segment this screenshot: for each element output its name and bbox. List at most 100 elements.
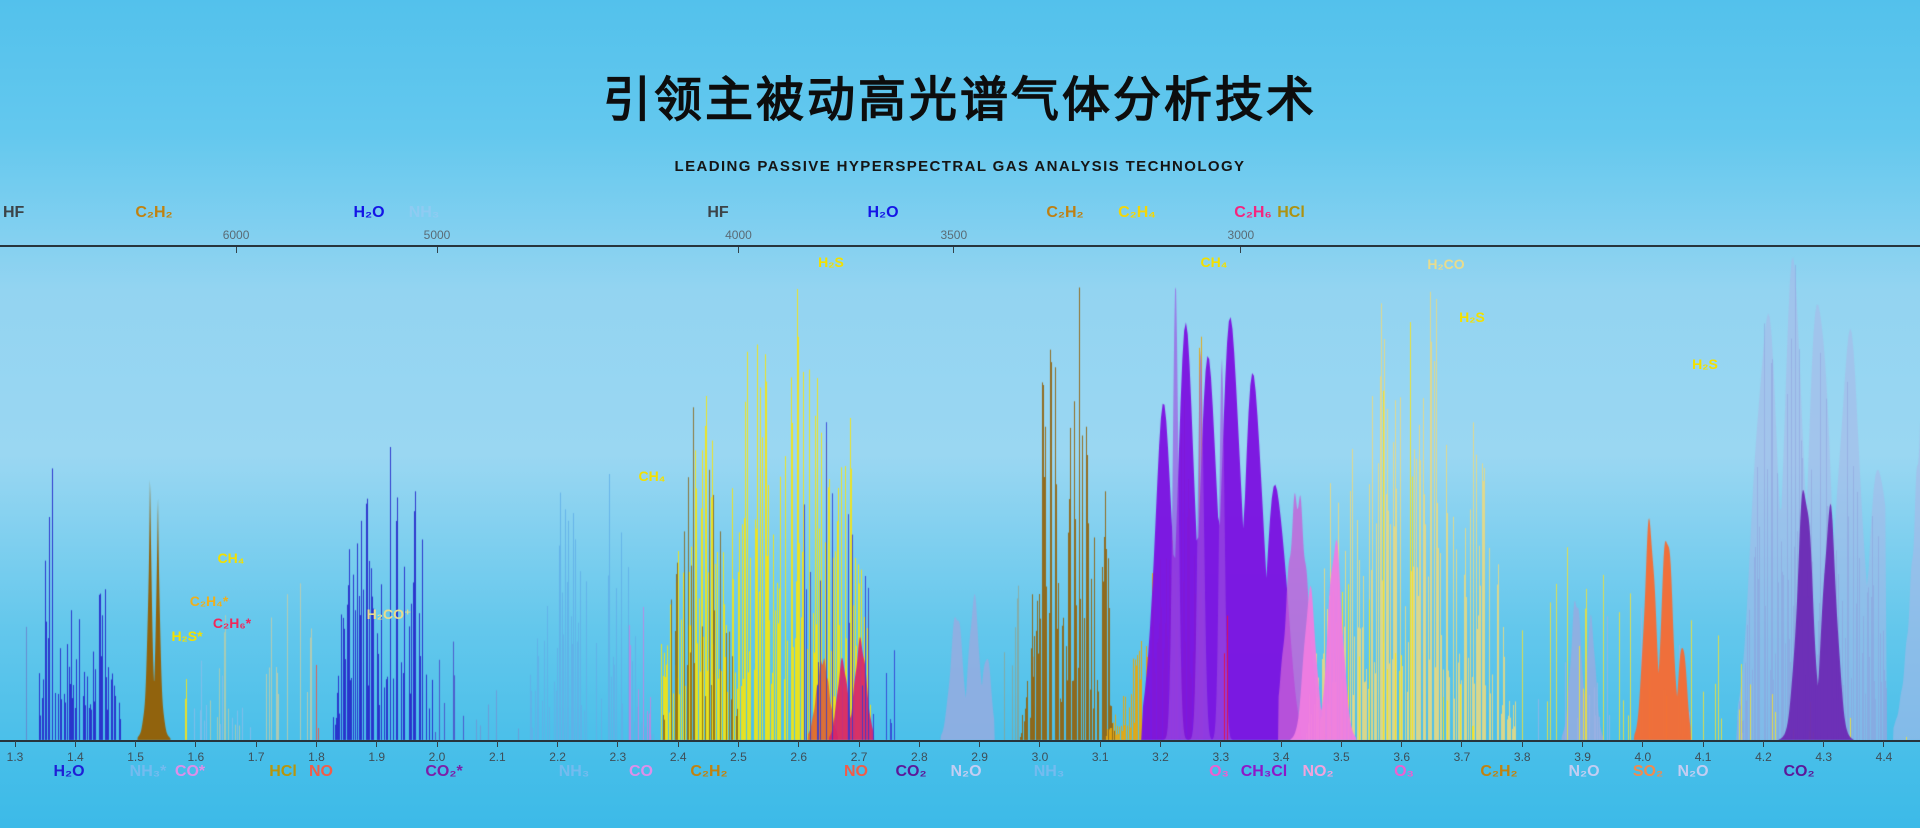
wavelength-tick-label: 1.7 bbox=[247, 750, 265, 764]
wavelength-tick-label: 2.6 bbox=[790, 750, 808, 764]
top-gas-label: H₂O bbox=[353, 204, 385, 221]
wavelength-tick-label: 2.2 bbox=[549, 750, 566, 764]
wavelength-tick bbox=[496, 741, 498, 747]
wavenumber-tick bbox=[436, 247, 438, 253]
bottom-gas-label: N₂O bbox=[1677, 763, 1709, 780]
wavelength-tick-label: 2.9 bbox=[971, 750, 988, 764]
wavelength-tick-label: 4.4 bbox=[1875, 750, 1893, 764]
bottom-gas-label: HCl bbox=[269, 763, 297, 780]
wavelength-tick bbox=[1642, 741, 1644, 747]
wavelength-tick bbox=[1582, 741, 1584, 747]
bottom-gas-label: NH₃ bbox=[558, 763, 590, 780]
page-subtitle: LEADING PASSIVE HYPERSPECTRAL GAS ANALYS… bbox=[674, 158, 1246, 175]
wavelength-tick bbox=[1401, 741, 1403, 747]
wavenumber-tick bbox=[235, 247, 237, 253]
wavelength-tick bbox=[737, 741, 739, 747]
wavelength-tick-label: 1.6 bbox=[187, 750, 205, 764]
wavelength-tick-label: 3.5 bbox=[1333, 750, 1350, 764]
chart-gas-annotation: H₂CO bbox=[1427, 256, 1465, 272]
top-gas-label: HF bbox=[3, 204, 25, 221]
wavelength-tick bbox=[315, 741, 317, 747]
bottom-gas-label: CH₃Cl bbox=[1240, 763, 1288, 780]
wavelength-tick bbox=[1521, 741, 1523, 747]
wavelength-tick-label: 3.8 bbox=[1513, 750, 1531, 764]
wavenumber-tick-label: 4000 bbox=[725, 228, 752, 242]
bottom-gas-label: N₂O bbox=[1568, 763, 1600, 780]
wavelength-tick bbox=[557, 741, 559, 747]
wavelength-tick bbox=[1280, 741, 1282, 747]
chart-gas-annotation: H₂S bbox=[1692, 356, 1718, 372]
wavelength-tick-label: 1.3 bbox=[6, 750, 24, 764]
top-gas-label: NH₃ bbox=[408, 204, 440, 221]
wavelength-tick bbox=[255, 741, 257, 747]
wavelength-tick bbox=[135, 741, 137, 747]
chart-gas-annotation: CH₄ bbox=[217, 550, 245, 566]
wavelength-tick bbox=[74, 741, 76, 747]
wavelength-tick-label: 4.2 bbox=[1755, 750, 1772, 764]
wavenumber-tick bbox=[1240, 247, 1242, 253]
wavelength-tick bbox=[1823, 741, 1825, 747]
wavelength-tick bbox=[1762, 741, 1764, 747]
top-gas-label: HCl bbox=[1277, 204, 1305, 221]
wavelength-tick-label: 3.2 bbox=[1152, 750, 1169, 764]
bottom-gas-label: O₃ bbox=[1394, 763, 1414, 780]
chart-gas-annotation: H₂S* bbox=[171, 628, 203, 644]
wavelength-tick bbox=[1160, 741, 1161, 747]
bottom-axis-line bbox=[0, 740, 1920, 742]
wavelength-tick-label: 2.7 bbox=[850, 750, 868, 764]
bottom-gas-label: H₂O bbox=[53, 763, 85, 780]
wavelength-tick-label: 4.3 bbox=[1815, 750, 1833, 764]
wavelength-tick-label: 4.0 bbox=[1634, 750, 1652, 764]
wavelength-tick bbox=[376, 741, 378, 747]
top-gas-label: C₂H₆ bbox=[1234, 204, 1272, 221]
bottom-gas-label: NO bbox=[309, 763, 333, 780]
bottom-gas-label: CO* bbox=[174, 763, 206, 780]
wavelength-tick-label: 2.4 bbox=[669, 750, 687, 764]
top-gas-label: H₂O bbox=[867, 204, 899, 221]
wavelength-tick bbox=[1702, 741, 1704, 747]
wavelength-tick-label: 1.5 bbox=[127, 750, 144, 764]
wavelength-tick-label: 3.0 bbox=[1031, 750, 1049, 764]
wavelength-tick-label: 2.3 bbox=[609, 750, 627, 764]
bottom-gas-label: C₂H₂ bbox=[690, 763, 728, 780]
bottom-gas-label: NO bbox=[844, 763, 868, 780]
page-title: 引领主被动高光谱气体分析技术 bbox=[602, 74, 1317, 127]
wavelength-tick bbox=[14, 741, 16, 747]
bottom-gas-label: CO₂ bbox=[1783, 763, 1815, 780]
wavelength-tick-label: 1.4 bbox=[66, 750, 84, 764]
bottom-gas-label: C₂H₂ bbox=[1480, 763, 1518, 780]
wavelength-tick bbox=[436, 741, 438, 747]
wavelength-tick-label: 4.1 bbox=[1694, 750, 1712, 764]
chart-gas-annotation: H₂CO⁺ bbox=[366, 606, 412, 622]
chart-gas-annotation: C₂H₆* bbox=[212, 615, 252, 631]
wavelength-tick bbox=[677, 741, 679, 747]
wavelength-tick-label: 2.5 bbox=[730, 750, 747, 764]
wavenumber-tick bbox=[737, 247, 739, 253]
wavelength-tick bbox=[1099, 741, 1101, 747]
wavenumber-tick-label: 5000 bbox=[423, 228, 451, 242]
wavelength-tick bbox=[858, 741, 860, 747]
bottom-gas-label: O₃ bbox=[1209, 763, 1229, 780]
chart-gas-annotation: H₂S bbox=[1459, 309, 1485, 325]
bottom-gas-label: NH₃* bbox=[129, 763, 167, 780]
wavelength-tick-label: 3.4 bbox=[1272, 750, 1290, 764]
wavelength-tick bbox=[1340, 741, 1342, 747]
bottom-gas-label: CO₂ bbox=[895, 763, 927, 780]
bottom-gas-label: CO bbox=[629, 763, 653, 780]
top-gas-label: C₂H₂ bbox=[1046, 204, 1084, 221]
wavenumber-tick-label: 3500 bbox=[940, 228, 968, 242]
wavenumber-tick-label: 6000 bbox=[222, 228, 250, 242]
wavenumber-tick-label: 3000 bbox=[1227, 228, 1255, 242]
wavelength-tick bbox=[195, 741, 197, 747]
wavelength-tick-label: 3.7 bbox=[1453, 750, 1471, 764]
top-gas-label: C₂H₂ bbox=[135, 204, 173, 221]
bottom-gas-label: CO₂* bbox=[425, 763, 463, 780]
chart-gas-annotation: CH₄ bbox=[638, 468, 666, 484]
wavelength-tick-label: 3.9 bbox=[1574, 750, 1591, 764]
wavelength-tick-label: 3.3 bbox=[1212, 750, 1230, 764]
chart-gas-annotation: H₂S bbox=[818, 254, 844, 270]
wavelength-tick-label: 1.8 bbox=[308, 750, 325, 764]
chart-gas-annotation: CH₄ bbox=[1200, 254, 1228, 270]
bottom-gas-label: SO₂ bbox=[1632, 763, 1664, 780]
